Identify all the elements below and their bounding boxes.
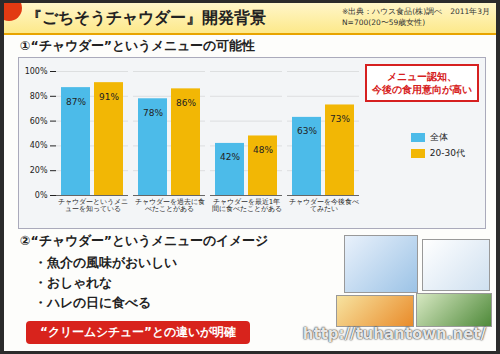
svg-text:78%: 78%	[143, 108, 163, 118]
svg-text:73%: 73%	[330, 114, 350, 124]
html-text:全体: 全体	[429, 132, 448, 142]
svg-text:40%: 40%	[30, 141, 48, 150]
html-text:20-30代: 20-30代	[429, 148, 465, 158]
html-text:今後の食用意向が高い: 今後の食用意向が高い	[372, 84, 472, 95]
html-text:・ハレの日に食べる: ・ハレの日に食べる	[34, 295, 151, 310]
html-text:『ごちそうチャウダー』開発背景: 『ごちそうチャウダー』開発背景	[26, 8, 266, 27]
html-text:②“チャウダー”というメニューのイメージ: ②“チャウダー”というメニューのイメージ	[20, 233, 268, 248]
html-text:メニュー認知、: メニュー認知、	[387, 71, 457, 82]
svg-text:60%: 60%	[30, 117, 48, 126]
html-text:・魚介の風味がおいしい: ・魚介の風味がおいしい	[34, 255, 177, 270]
svg-text:80%: 80%	[30, 92, 48, 101]
html-text:“クリームシチュー”との違いが明確: “クリームシチュー”との違いが明確	[40, 325, 236, 339]
html-text:①“チャウダー”というメニューの可能性: ①“チャウダー”というメニューの可能性	[20, 38, 255, 53]
html-text:・おしゃれな: ・おしゃれな	[34, 275, 112, 290]
svg-text:48%: 48%	[253, 145, 273, 155]
html-text:N=700(20〜59歳女性): N=700(20〜59歳女性)	[342, 18, 426, 27]
svg-text:20%: 20%	[30, 166, 48, 175]
svg-text:0%: 0%	[35, 191, 48, 200]
svg-text:100%: 100%	[25, 67, 48, 76]
svg-text:チャウダーを過去に食べたことがある: チャウダーを過去に食べたことがある	[135, 198, 205, 213]
svg-text:91%: 91%	[99, 92, 119, 102]
html-text:※出典：ハウス食品(株)調べ 2011年3月: ※出典：ハウス食品(株)調べ 2011年3月	[342, 7, 490, 16]
svg-text:86%: 86%	[176, 98, 196, 108]
svg-text:チャウダーというメニューを知っている: チャウダーというメニューを知っている	[58, 198, 128, 213]
svg-text:87%: 87%	[66, 97, 86, 107]
svg-text:63%: 63%	[297, 126, 317, 136]
svg-text:チャウダーを今後食べてみたい: チャウダーを今後食べてみたい	[289, 198, 359, 213]
html-text:http://tuhantown.net/: http://tuhantown.net/	[302, 325, 486, 343]
svg-text:チャウダーを最近1年間に食べたことがある: チャウダーを最近1年間に食べたことがある	[212, 198, 282, 213]
svg-text:42%: 42%	[220, 152, 240, 162]
